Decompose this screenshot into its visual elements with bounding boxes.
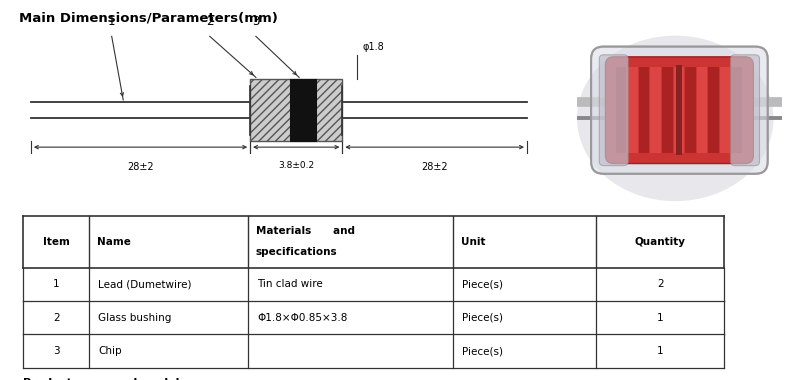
Text: specifications: specifications [256, 247, 337, 258]
Bar [615, 67, 626, 153]
Bar [250, 79, 342, 141]
Bar [24, 216, 724, 268]
Text: 1: 1 [656, 313, 664, 323]
Text: 28±2: 28±2 [421, 162, 448, 171]
Text: 1: 1 [108, 15, 115, 28]
FancyBboxPatch shape [600, 55, 628, 166]
Bar [639, 67, 649, 153]
Bar [662, 67, 672, 153]
Bar [627, 67, 638, 153]
Text: 3: 3 [252, 15, 260, 28]
Text: Name: Name [97, 237, 131, 247]
Text: φ1.8: φ1.8 [363, 41, 384, 52]
Bar [697, 67, 707, 153]
Text: Unit: Unit [461, 237, 485, 247]
Text: 1: 1 [656, 346, 664, 356]
Text: 28±2: 28±2 [127, 162, 154, 171]
Bar [732, 67, 742, 153]
Text: Item: Item [43, 237, 70, 247]
Ellipse shape [577, 36, 773, 201]
Text: 3.8±0.2: 3.8±0.2 [278, 162, 314, 171]
Bar [650, 67, 661, 153]
Text: 1: 1 [53, 279, 59, 289]
Bar [674, 67, 684, 153]
Text: Chip: Chip [99, 346, 122, 356]
Text: 2: 2 [53, 313, 59, 323]
FancyBboxPatch shape [731, 55, 759, 166]
Bar [291, 79, 317, 141]
Bar [709, 67, 719, 153]
FancyBboxPatch shape [591, 47, 768, 174]
Text: Materials      and: Materials and [256, 226, 355, 236]
Text: Main Dimensions/Parameters(mm): Main Dimensions/Parameters(mm) [20, 12, 278, 25]
FancyBboxPatch shape [605, 57, 754, 163]
Text: Product name and model: Product name and model [24, 378, 180, 380]
Text: Quantity: Quantity [634, 237, 686, 247]
Text: Piece(s): Piece(s) [462, 279, 503, 289]
Bar [720, 67, 731, 153]
Text: 2: 2 [206, 15, 213, 28]
Text: Tin clad wire: Tin clad wire [258, 279, 323, 289]
Text: Piece(s): Piece(s) [462, 313, 503, 323]
Text: Lead (Dumetwire): Lead (Dumetwire) [99, 279, 192, 289]
Text: 2: 2 [656, 279, 664, 289]
Text: Φ1.8×Φ0.85×3.8: Φ1.8×Φ0.85×3.8 [258, 313, 348, 323]
Bar [676, 65, 683, 155]
Text: 3: 3 [53, 346, 59, 356]
Text: Glass bushing: Glass bushing [99, 313, 172, 323]
Bar [685, 67, 696, 153]
Text: Piece(s): Piece(s) [462, 346, 503, 356]
